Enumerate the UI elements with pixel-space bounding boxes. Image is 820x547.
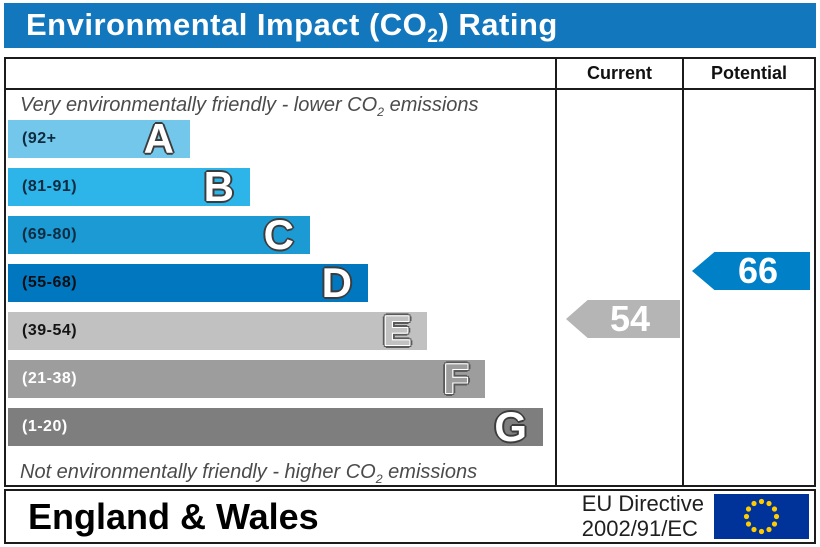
- rating-table: Very environmentally friendly - lower CO…: [4, 57, 816, 487]
- rating-bands: (92+ A (81-91) B (69-80) C (55-68) D (39…: [6, 115, 555, 456]
- band-range-label: (81-91): [22, 178, 78, 195]
- bottom-caption-text: Not environmentally friendly - higher CO: [20, 461, 376, 483]
- eu-flag-star: [773, 513, 780, 520]
- band-bar-D: (55-68) D: [8, 259, 368, 306]
- potential-column-header: Potential: [684, 59, 814, 90]
- top-caption: Very environmentally friendly - lower CO…: [6, 90, 555, 120]
- band-range-label: (55-68): [22, 274, 78, 291]
- region-label: England & Wales: [28, 495, 319, 537]
- band-letter: G: [494, 403, 527, 450]
- eu-flag-star: [758, 528, 765, 535]
- eu-directive-line2: 2002/91/EC: [581, 515, 698, 541]
- band-bar-G: (1-20) G: [8, 403, 543, 450]
- top-caption-subscript: 2: [377, 105, 385, 119]
- band-letter: B: [203, 163, 234, 210]
- bottom-caption-text-end: emissions: [382, 461, 478, 483]
- chart-title-text-end: ) Rating: [438, 7, 558, 42]
- eu-flag-star: [743, 513, 750, 520]
- band-row-G: (1-20) G: [6, 403, 555, 456]
- eu-flag-star: [745, 506, 752, 512]
- chart-title-text: Environmental Impact (CO: [26, 7, 428, 42]
- band-range-label: (21-38): [22, 370, 78, 387]
- top-caption-text: Very environmentally friendly - lower CO: [20, 94, 378, 116]
- eu-flag-star: [751, 526, 757, 533]
- band-range-label: (39-54): [22, 322, 78, 339]
- band-letter: F: [443, 355, 469, 402]
- band-bar-F: (21-38) F: [8, 355, 485, 402]
- band-row-F: (21-38) F: [6, 355, 555, 408]
- band-bar-B: (81-91) B: [8, 163, 250, 210]
- chart-title-subscript: 2: [427, 26, 439, 48]
- band-row-C: (69-80) C: [6, 211, 555, 264]
- band-letter: A: [143, 115, 174, 162]
- band-row-D: (55-68) D: [6, 259, 555, 312]
- band-row-E: (39-54) E: [6, 307, 555, 360]
- eu-directive-label: EU Directive 2002/91/EC: [581, 491, 704, 541]
- eu-directive-line1: EU Directive: [581, 491, 704, 517]
- top-caption-text-end: emissions: [384, 94, 479, 116]
- potential-rating-arrow: 66: [692, 252, 810, 290]
- eu-flag-icon: [714, 494, 809, 539]
- band-letter: E: [382, 307, 411, 354]
- band-range-label: (69-80): [22, 226, 78, 243]
- potential-column: Potential 66: [682, 59, 814, 485]
- eu-flag-star: [745, 521, 752, 527]
- eu-flag-star: [766, 526, 772, 533]
- band-range-label: (1-20): [22, 418, 68, 435]
- eu-flag-star: [758, 498, 765, 505]
- footer: England & Wales EU Directive 2002/91/EC: [4, 489, 816, 544]
- band-letter: D: [321, 259, 352, 306]
- eu-flag-star: [771, 506, 778, 512]
- band-row-B: (81-91) B: [6, 163, 555, 216]
- current-column-header: Current: [557, 59, 682, 90]
- potential-rating-value: 66: [737, 250, 779, 291]
- eu-flag-star: [751, 500, 757, 507]
- band-bar-C: (69-80) C: [8, 211, 310, 258]
- bottom-caption-subscript: 2: [375, 472, 383, 486]
- current-rating-arrow: 54: [566, 300, 680, 338]
- band-column-header-empty: [6, 59, 555, 90]
- band-row-A: (92+ A: [6, 115, 555, 168]
- band-bar-E: (39-54) E: [8, 307, 427, 354]
- eu-flag-star: [771, 521, 778, 527]
- bottom-caption: Not environmentally friendly - higher CO…: [6, 456, 555, 486]
- current-rating-value: 54: [609, 298, 651, 339]
- eu-flag-star: [766, 500, 772, 507]
- band-chart-column: Very environmentally friendly - lower CO…: [6, 59, 555, 486]
- band-bar-A: (92+ A: [8, 115, 190, 162]
- band-range-label: (92+: [22, 130, 57, 147]
- chart-title: Environmental Impact (CO2) Rating: [4, 3, 816, 48]
- band-letter: C: [263, 211, 294, 258]
- current-column: Current 54: [555, 59, 682, 485]
